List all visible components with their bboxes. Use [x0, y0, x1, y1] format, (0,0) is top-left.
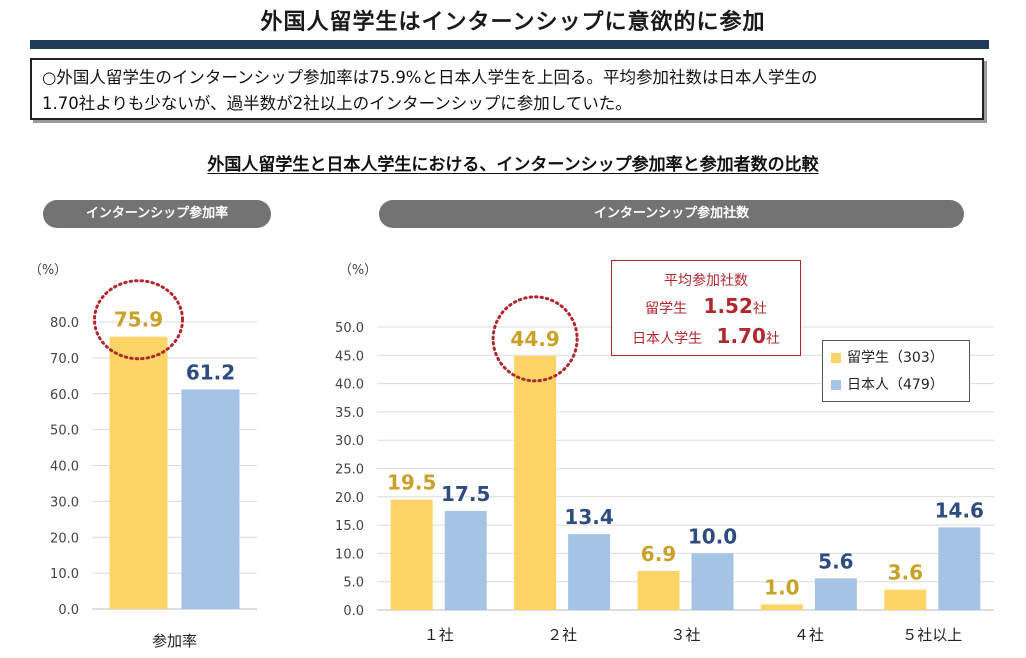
count-chart-ytick-1: 5.0: [343, 576, 364, 591]
count-chart-data-label-0-3: 1.0: [764, 575, 799, 599]
count-chart-highlight-circle: [491, 295, 579, 383]
count-chart-ytick-10: 50.0: [335, 321, 364, 336]
count-chart-category-0: １社: [424, 626, 454, 644]
summary-line-2: 1.70社よりも少ないが、過半数が2社以上のインターンシップに参加していた。: [42, 94, 632, 113]
rate-chart-ytick-0: 0.0: [58, 603, 79, 618]
count-chart-ytick-8: 40.0: [335, 378, 364, 393]
rate-chart-ytick-5: 50.0: [50, 424, 79, 439]
summary-line-1: ○外国人留学生のインターンシップ参加率は75.9%と日本人学生を上回る。平均参加…: [42, 68, 818, 87]
legend: 留学生（303） 日本人（479）: [822, 340, 970, 402]
rate-chart-ytick-7: 70.0: [50, 352, 79, 367]
count-chart-category-2: ３社: [670, 626, 700, 644]
count-chart-bar-1-1: [568, 534, 611, 610]
count-chart-ytick-3: 15.0: [335, 519, 364, 534]
rate-chart-ytick-4: 40.0: [50, 460, 79, 475]
count-chart-bar-1-0: [444, 510, 487, 610]
summary-box: ○外国人留学生のインターンシップ参加率は75.9%と日本人学生を上回る。平均参加…: [30, 58, 984, 120]
count-chart-ytick-6: 30.0: [335, 434, 364, 449]
avg-jp-value: 1.70: [716, 324, 766, 348]
rate-chart-data-label-0-0: 75.9: [114, 308, 163, 332]
count-chart-data-label-0-2: 6.9: [641, 542, 676, 566]
count-chart-ytick-9: 45.0: [335, 349, 364, 364]
count-chart-bar-1-2: [691, 553, 734, 610]
rate-chart-ytick-8: 80.0: [50, 316, 79, 331]
rate-chart-category-0: 参加率: [152, 632, 197, 650]
avg-jp-unit: 社: [765, 331, 780, 347]
title-rule: [30, 40, 989, 49]
count-chart-data-label-1-0: 17.5: [441, 482, 490, 506]
avg-intl-unit: 社: [752, 301, 767, 317]
average-companies-box: 平均参加社数 留学生 1.52社 日本人学生 1.70社: [611, 260, 801, 356]
count-chart-data-label-1-4: 14.6: [935, 498, 984, 522]
rate-chart-ylabel: （%）: [29, 263, 67, 278]
rate-chart-ytick-1: 10.0: [50, 567, 79, 582]
rate-chart-ytick-6: 60.0: [50, 388, 79, 403]
rate-chart-ytick-2: 20.0: [50, 531, 79, 546]
page-title: 外国人留学生はインターンシップに意欲的に参加: [260, 10, 766, 35]
count-chart-category-4: ５社以上: [902, 626, 962, 644]
legend-swatch-jp: [831, 380, 841, 390]
count-chart-ylabel: （%）: [339, 263, 377, 278]
legend-label-intl: 留学生（303）: [847, 350, 944, 366]
count-chart-data-label-0-1: 44.9: [510, 327, 559, 351]
count-chart-bar-0-1: [514, 355, 557, 610]
avg-intl-value: 1.52: [703, 294, 753, 318]
count-chart-ytick-5: 25.0: [335, 463, 364, 478]
count-chart-data-label-1-1: 13.4: [564, 505, 613, 529]
legend-label-jp: 日本人（479）: [847, 377, 944, 393]
count-chart-bar-1-3: [814, 578, 857, 610]
avg-intl-row: 留学生 1.52社: [612, 294, 800, 318]
count-chart-category-1: ２社: [547, 626, 577, 644]
count-chart-ytick-2: 10.0: [335, 547, 364, 562]
rate-chart-highlight-circle: [93, 279, 184, 361]
rate-chart-ytick-3: 30.0: [50, 495, 79, 510]
section-title: 外国人留学生と日本人学生における、インターンシップ参加率と参加者数の比較: [0, 150, 1026, 175]
count-chart-data-label-0-4: 3.6: [888, 561, 923, 585]
rate-chart-bar-0-0: [109, 336, 168, 609]
avg-jp-row: 日本人学生 1.70社: [612, 324, 800, 348]
participation-rate-pill: インターンシップ参加率: [43, 200, 271, 228]
count-chart-data-label-1-2: 10.0: [688, 524, 737, 548]
avg-jp-label: 日本人学生: [632, 331, 703, 347]
count-chart-data-label-1-3: 5.6: [818, 549, 853, 573]
count-chart-ytick-0: 0.0: [343, 604, 364, 619]
rate-chart-bar-1-0: [181, 389, 240, 609]
count-chart-ytick-4: 20.0: [335, 491, 364, 506]
avg-heading: 平均参加社数: [664, 273, 748, 289]
count-chart-bar-0-0: [390, 499, 433, 610]
legend-item-jp: 日本人（479）: [831, 375, 944, 395]
count-chart-category-3: ４社: [794, 626, 824, 644]
legend-swatch-intl: [831, 353, 841, 363]
count-chart-ytick-7: 35.0: [335, 406, 364, 421]
company-count-pill: インターンシップ参加社数: [379, 200, 964, 228]
section-title-text: 外国人留学生と日本人学生における、インターンシップ参加率と参加者数の比較: [207, 155, 819, 175]
count-chart-bar-0-2: [637, 570, 680, 610]
rate-chart-data-label-1-0: 61.2: [186, 360, 235, 384]
count-chart-data-label-0-0: 19.5: [387, 471, 436, 495]
count-chart-bar-0-4: [884, 589, 927, 610]
count-chart-bar-1-4: [938, 527, 981, 610]
count-chart-bar-0-3: [760, 604, 803, 610]
legend-item-intl: 留学生（303）: [831, 348, 944, 368]
avg-intl-label: 留学生: [645, 301, 688, 317]
